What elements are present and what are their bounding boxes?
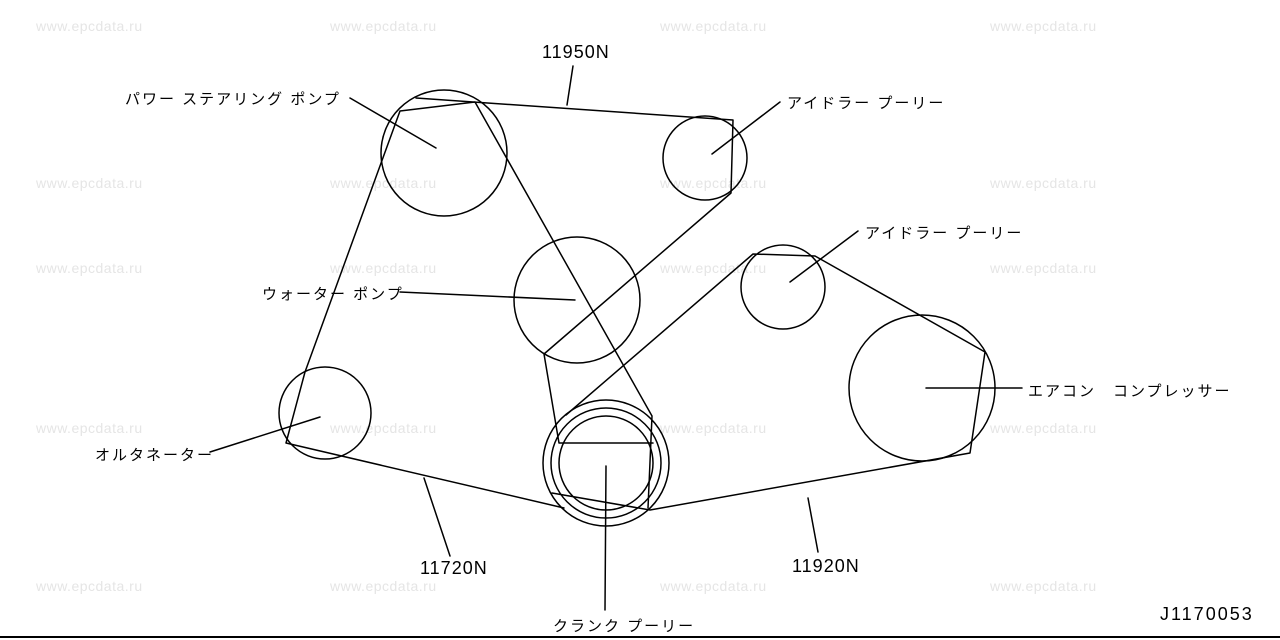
diagram-stage: www.epcdata.ruwww.epcdata.ruwww.epcdata.… bbox=[0, 0, 1280, 640]
leader-water_pump bbox=[400, 292, 575, 300]
belt-11920n bbox=[552, 254, 985, 510]
leader-pn_11920N bbox=[808, 498, 818, 552]
leader-power_steering bbox=[350, 98, 436, 148]
belt-11950n bbox=[416, 98, 733, 443]
bottom-border bbox=[0, 636, 1280, 638]
pulley-power-steering bbox=[381, 90, 507, 216]
label-idler-pulley-right: アイドラー プーリー bbox=[865, 222, 1023, 243]
label-crank-pulley: クランク プーリー bbox=[553, 615, 695, 636]
pulley-idler-right bbox=[741, 245, 825, 329]
part-number-11950n: 11950N bbox=[542, 42, 610, 63]
leader-pn_11950N bbox=[567, 66, 573, 105]
part-number-11920n: 11920N bbox=[792, 556, 860, 577]
pulley-water-pump bbox=[514, 237, 640, 363]
pulley-idler-top bbox=[663, 116, 747, 200]
leader-pn_11720N bbox=[424, 478, 450, 556]
label-alternator: オルタネーター bbox=[95, 444, 214, 465]
leader-crank bbox=[605, 466, 606, 610]
belt-11720n bbox=[286, 102, 652, 508]
label-water-pump: ウォーター ポンプ bbox=[262, 283, 404, 304]
pulley-alternator bbox=[279, 367, 371, 459]
label-ac-compressor: エアコン コンプレッサー bbox=[1028, 380, 1232, 401]
label-power-steering-pump: パワー ステアリング ポンプ bbox=[125, 88, 341, 109]
label-idler-pulley-top: アイドラー プーリー bbox=[787, 92, 945, 113]
part-number-11720n: 11720N bbox=[420, 558, 488, 579]
diagram-code: J1170053 bbox=[1160, 604, 1254, 625]
